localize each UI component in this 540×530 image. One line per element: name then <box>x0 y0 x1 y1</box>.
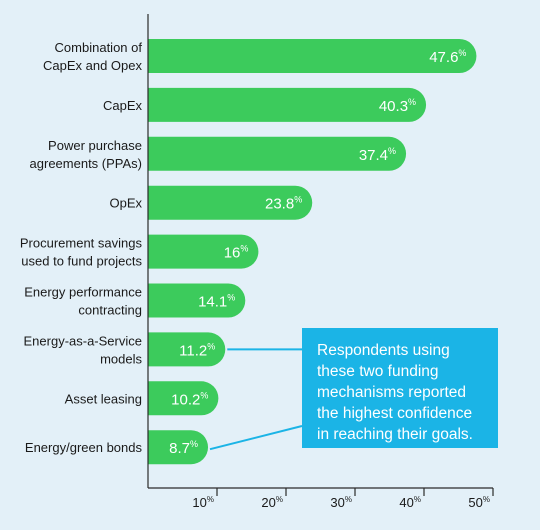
bar <box>148 430 209 465</box>
callout-connector <box>209 425 303 451</box>
bar <box>148 39 477 73</box>
category-label: Combination of CapEx and Opex <box>43 40 143 73</box>
bar-value-label: 47.6% <box>429 48 466 66</box>
category-label: Power purchase agreements (PPAs) <box>30 138 142 171</box>
category-label: CapEx <box>103 98 143 113</box>
annotation-line: Respondents using <box>317 342 450 359</box>
annotation-line: mechanisms reported <box>317 384 467 401</box>
annotation-line: the highest confidence <box>317 405 473 422</box>
category-label: Energy/green bonds <box>25 440 143 455</box>
bar <box>148 234 259 269</box>
bar <box>148 87 427 122</box>
annotation-callout: Respondents using these two funding mech… <box>302 328 498 448</box>
bar <box>148 381 219 416</box>
bar-value-label: 8.7% <box>169 439 198 457</box>
annotation-line: in reaching their goals. <box>317 426 473 443</box>
category-label: Energy performance contracting <box>24 285 142 318</box>
x-tick-label: 50% <box>468 495 490 510</box>
bar <box>148 136 407 171</box>
bar-value-label: 14.1% <box>198 293 235 311</box>
bar-value-label: 10.2% <box>171 390 208 408</box>
x-tick-label: 40% <box>399 495 421 510</box>
bar <box>148 185 313 220</box>
bar-value-label: 40.3% <box>379 97 416 115</box>
category-label: Asset leasing <box>65 391 142 406</box>
bar <box>148 283 246 318</box>
category-label: Energy-as-a-Service models <box>24 333 143 366</box>
bar <box>148 332 226 367</box>
bar-value-label: 11.2% <box>179 341 215 359</box>
bar-value-label: 23.8% <box>265 195 302 213</box>
bar-value-label: 37.4% <box>359 146 396 164</box>
category-label: OpEx <box>109 196 142 211</box>
x-tick-label: 30% <box>330 495 352 510</box>
bar-value-label: 16% <box>224 244 249 262</box>
category-label: Procurement savings used to fund projects <box>20 236 143 269</box>
x-tick-label: 20% <box>261 495 283 510</box>
annotation-line: these two funding <box>317 363 439 380</box>
x-tick-label: 10% <box>192 495 214 510</box>
